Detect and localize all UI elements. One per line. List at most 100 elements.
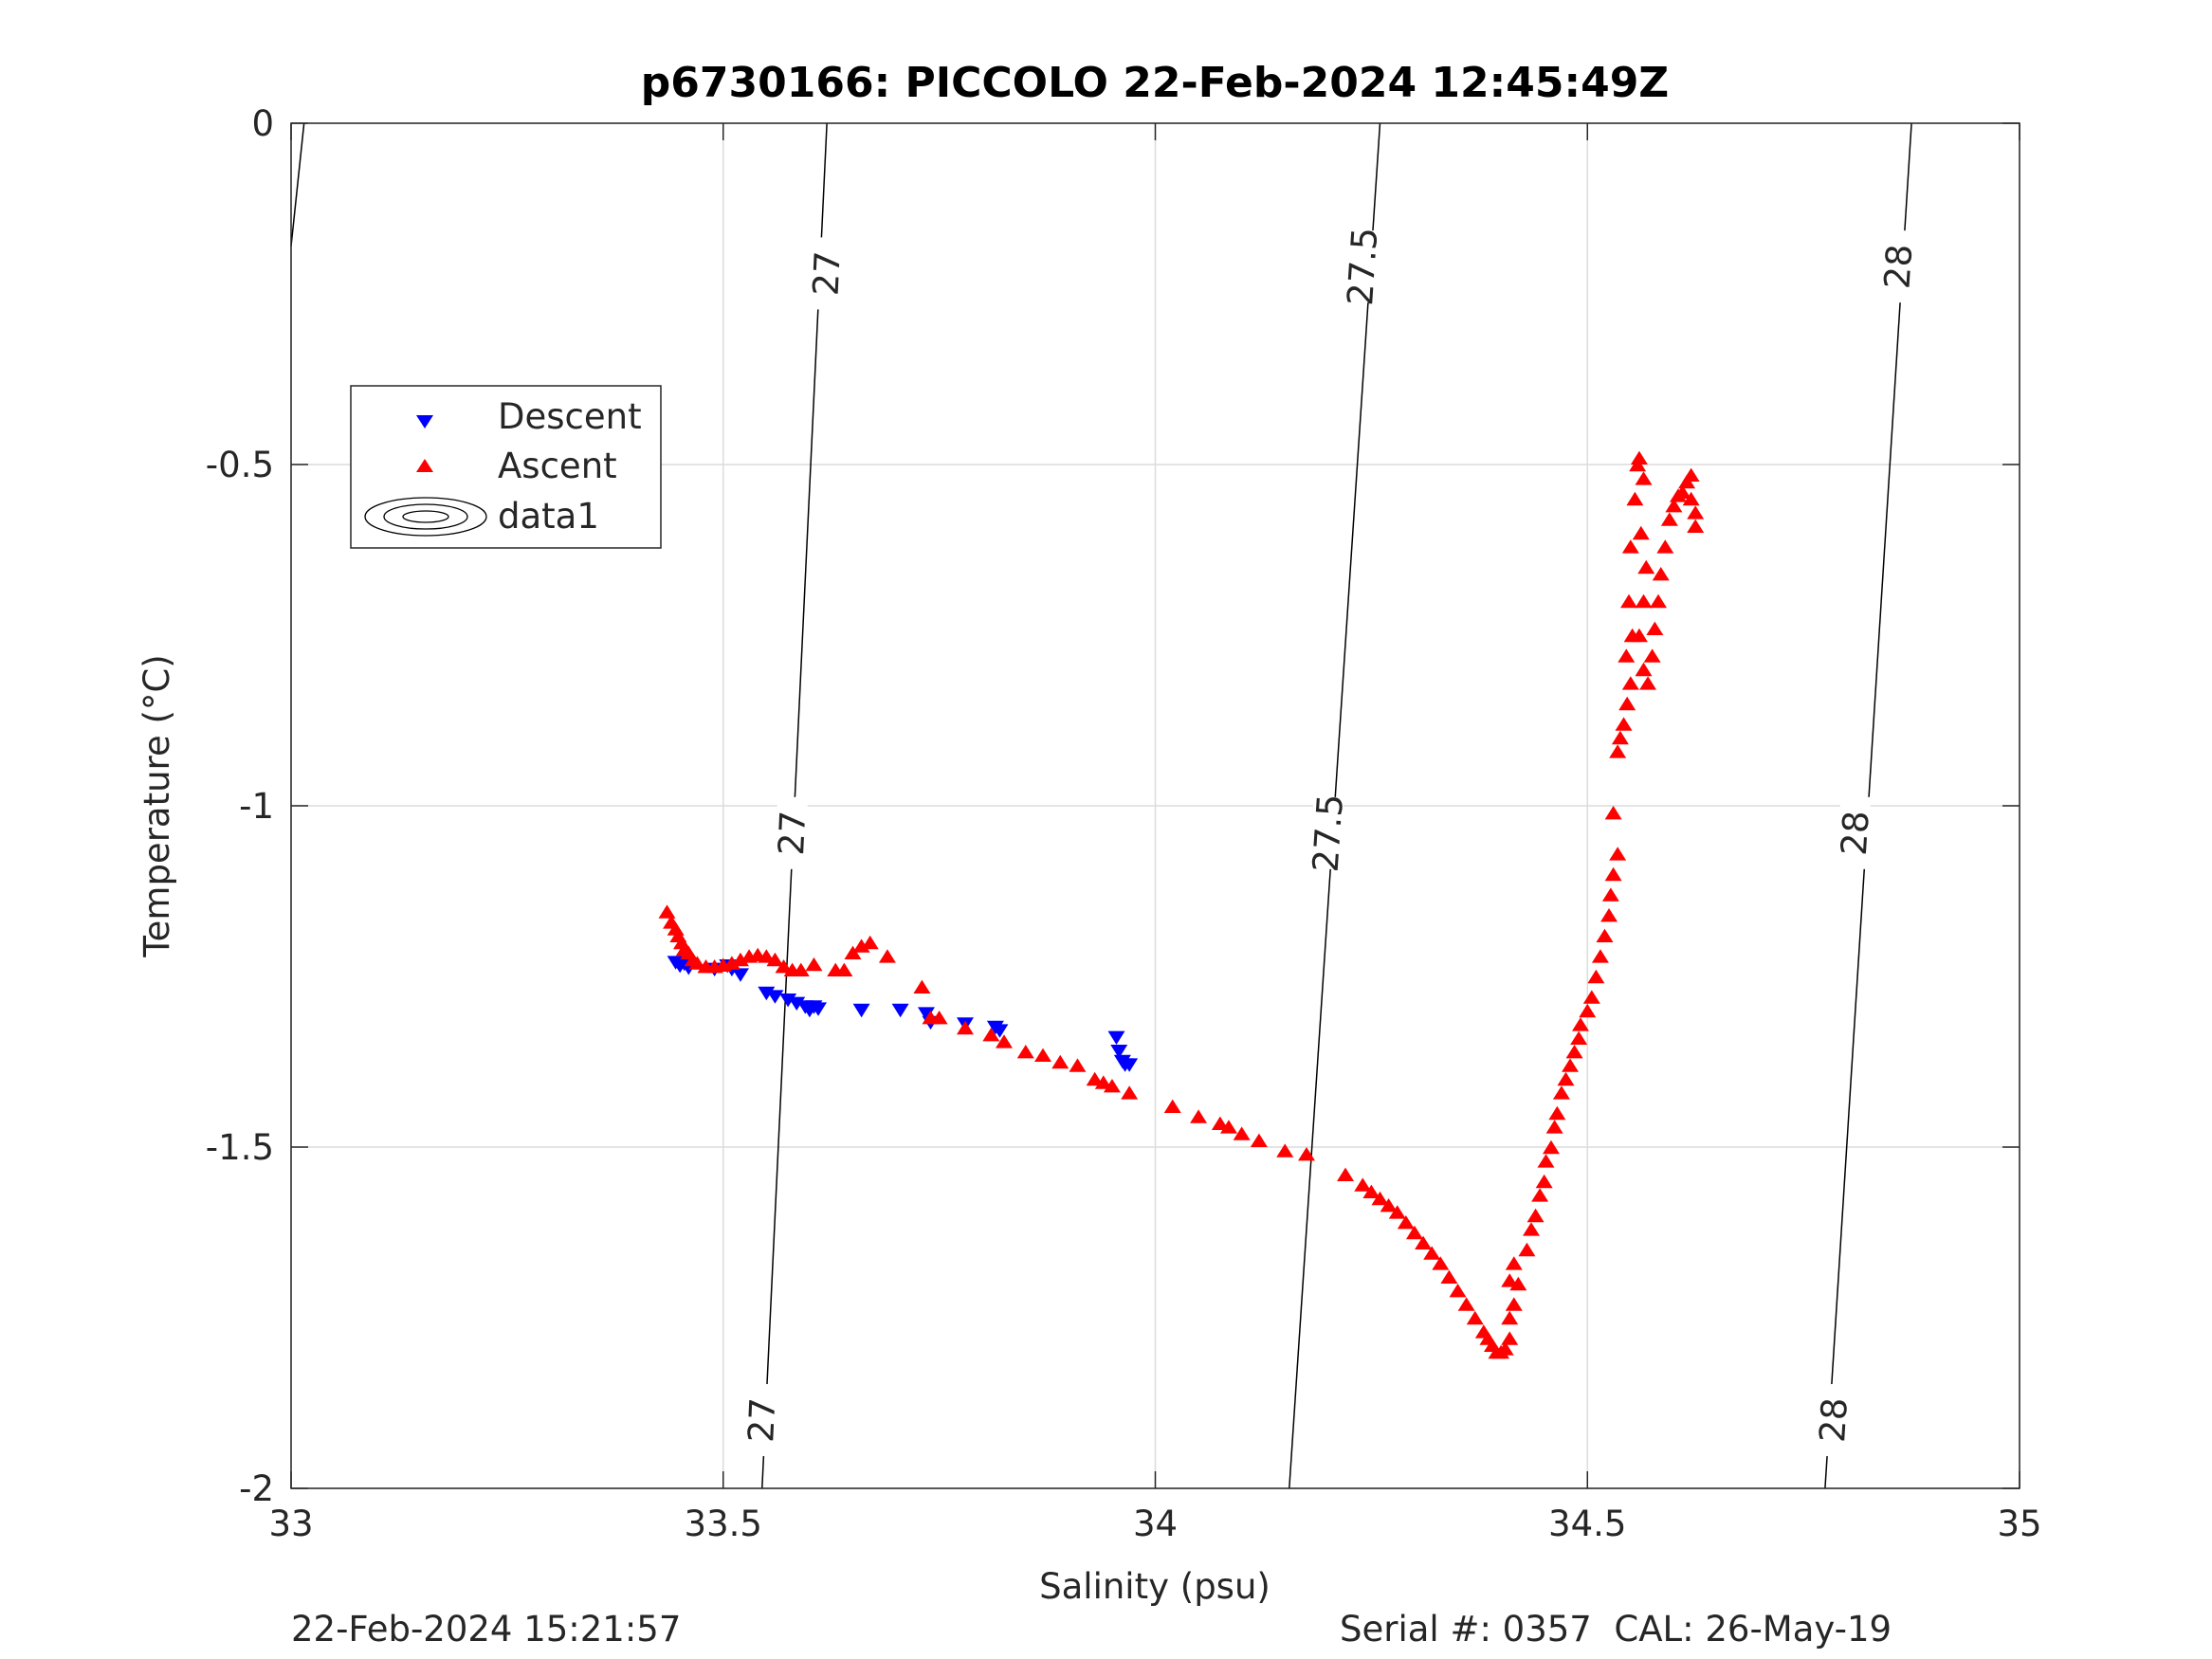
ascent-point [1639,676,1657,690]
ascent-point [1449,1284,1467,1298]
descent-point [1107,1030,1125,1045]
ascent-point [1591,949,1609,963]
ascent-point [1086,1071,1104,1086]
ascent-point [1635,593,1653,609]
ascent-point [1570,1030,1588,1045]
ascent-point [1016,1045,1034,1059]
ascent-point [1440,1269,1458,1284]
ascent-point [1562,1058,1580,1072]
ascent-point [1397,1215,1415,1230]
ascent-point [1388,1205,1406,1219]
ascent-point [1609,847,1627,861]
contour-label-gap [1347,230,1379,303]
ascent-point [1069,1058,1087,1072]
density-contours: 27 27 27 27.5 27.5 28 28 28 [290,122,1920,1489]
footer-serial-cal: Serial #: 0357 CAL: 26-May-19 [1340,1609,1892,1650]
ascent-point [1620,593,1638,609]
ascent-point [1501,1331,1519,1345]
contour-label-28: 28 [1812,1396,1856,1444]
ascent-point [1552,1085,1570,1100]
ascent-point [1615,717,1633,731]
ascent-point [1250,1133,1268,1147]
legend-ascent-label: Ascent [498,446,617,486]
ascent-point [1362,1184,1380,1198]
ascent-point [1034,1048,1052,1062]
y-tick-label: -2 [239,1468,274,1509]
contour-label-28: 28 [1876,243,1920,290]
ascent-point [1618,696,1636,711]
contour-label-gap [1839,796,1871,869]
contour-label-gap [1883,230,1914,303]
ascent-point [1523,1222,1541,1236]
descent-point [891,1003,909,1018]
ascent-point [1557,1071,1575,1086]
ascent-point [1354,1177,1372,1192]
x-tick-label: 35 [1997,1504,2041,1544]
ascent-point [1535,1174,1553,1189]
ascent-point [995,1034,1013,1048]
chart-title: p6730166: PICCOLO 22-Feb-2024 12:45:49Z [641,59,1669,107]
ascent-point [792,962,810,976]
footer-timestamp: 22-Feb-2024 15:21:57 [291,1609,681,1650]
series-ascent [658,450,1705,1359]
ascent-point [1682,491,1700,506]
ascent-point [835,962,853,976]
ascent-point [1526,1208,1545,1223]
contour-label-gap [812,237,843,310]
ascent-point [861,935,879,950]
descent-point [1121,1058,1139,1072]
legend: Descent Ascent data1 [350,385,662,549]
ascent-point [1596,928,1614,942]
ascent-point [1505,1297,1523,1311]
ascent-point [658,904,676,919]
ascent-point [1545,1120,1563,1134]
ascent-point [1405,1225,1423,1240]
ascent-point [1457,1297,1475,1311]
ascent-point [1649,593,1667,609]
ascent-point [1219,1120,1237,1134]
legend-descent-marker [416,415,433,428]
ascent-point [1537,1154,1555,1168]
ascent-point [766,952,784,967]
ascent-point [1103,1079,1121,1093]
ascent-point [1094,1075,1112,1089]
ascent-point [688,956,706,970]
descent-point [805,1000,823,1014]
x-tick-label: 33 [268,1504,313,1544]
ascent-point [1635,471,1653,485]
ascent-point [1652,567,1670,581]
x-axis-label: Salinity (psu) [1039,1566,1271,1607]
ascent-point [1571,1017,1589,1031]
contour-label-27: 27 [771,810,814,856]
ascent-point [1601,887,1619,902]
x-tick-label: 33.5 [685,1504,762,1544]
ascent-point [1163,1099,1181,1113]
ascent-point [1582,990,1600,1004]
y-tick-label: -0.5 [206,445,274,485]
ascent-point [1637,559,1655,574]
ascent-point [1380,1198,1398,1212]
legend-contour-icon [364,497,487,537]
ascent-point [1621,676,1639,690]
ascent-point [1682,467,1700,482]
ascent-point [1371,1191,1389,1206]
contour-label-gap [1312,796,1344,869]
ascent-point [1630,628,1648,643]
y-tick-label: -1.5 [206,1127,274,1168]
contour-label-27: 27 [806,250,849,297]
legend-ascent-marker [416,459,433,472]
data-series [658,450,1705,1359]
ascent-point [1415,1235,1433,1249]
ascent-point [1190,1109,1208,1123]
descent-point [991,1024,1009,1038]
ascent-point [1121,1085,1139,1100]
ascent-point [1565,1045,1583,1059]
ascent-point [1298,1147,1316,1161]
ascent-point [1635,662,1653,677]
x-tick-label: 34 [1133,1504,1178,1544]
ascent-point [1233,1126,1251,1140]
legend-descent-label: Descent [498,396,642,437]
ascent-point [878,949,896,963]
contour-label-27: 27 [740,1396,783,1443]
